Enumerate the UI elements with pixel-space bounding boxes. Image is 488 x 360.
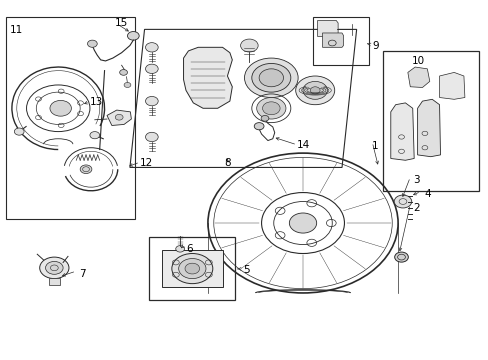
Circle shape	[240, 39, 258, 52]
Circle shape	[178, 258, 205, 279]
Text: 1: 1	[371, 140, 378, 150]
Text: 5: 5	[243, 265, 250, 275]
Text: 3: 3	[412, 175, 419, 185]
Polygon shape	[317, 21, 337, 37]
Circle shape	[45, 261, 63, 274]
Circle shape	[90, 132, 100, 139]
Text: 2: 2	[412, 203, 419, 213]
Circle shape	[303, 81, 327, 99]
Circle shape	[87, 40, 97, 47]
Bar	[49, 278, 60, 285]
Polygon shape	[390, 103, 413, 160]
Circle shape	[393, 195, 411, 208]
Text: 10: 10	[411, 56, 424, 66]
Circle shape	[50, 100, 71, 116]
Circle shape	[175, 246, 184, 252]
Bar	[149, 237, 234, 300]
Circle shape	[40, 257, 69, 279]
Circle shape	[145, 96, 158, 106]
Text: 14: 14	[296, 140, 309, 150]
Polygon shape	[107, 110, 131, 126]
Circle shape	[124, 82, 131, 87]
Circle shape	[80, 165, 92, 174]
Text: 12: 12	[139, 158, 152, 168]
Polygon shape	[322, 33, 343, 47]
Bar	[312, 17, 368, 65]
Text: 4: 4	[423, 189, 430, 199]
Circle shape	[171, 253, 212, 284]
Circle shape	[310, 87, 320, 94]
Circle shape	[145, 42, 158, 52]
Bar	[162, 250, 222, 287]
Circle shape	[261, 116, 268, 121]
Circle shape	[127, 32, 139, 40]
Text: 6: 6	[186, 244, 193, 254]
Text: 15: 15	[115, 18, 128, 28]
Circle shape	[115, 114, 123, 120]
Circle shape	[120, 69, 127, 75]
Text: 7: 7	[79, 269, 86, 279]
Circle shape	[295, 76, 334, 105]
Polygon shape	[407, 67, 429, 87]
Text: 8: 8	[224, 158, 230, 168]
Circle shape	[244, 58, 298, 98]
Text: 13: 13	[90, 97, 103, 107]
Circle shape	[14, 128, 24, 135]
Text: 9: 9	[372, 41, 379, 50]
Circle shape	[262, 102, 280, 115]
Circle shape	[184, 263, 199, 274]
Circle shape	[254, 123, 264, 130]
Circle shape	[251, 63, 290, 92]
Circle shape	[256, 98, 285, 119]
Text: 11: 11	[10, 25, 23, 35]
Polygon shape	[417, 99, 440, 157]
Circle shape	[145, 132, 158, 141]
Circle shape	[289, 213, 316, 233]
Polygon shape	[439, 72, 464, 99]
Circle shape	[394, 252, 407, 262]
Circle shape	[145, 64, 158, 73]
Circle shape	[259, 69, 283, 87]
Polygon shape	[183, 47, 232, 108]
Bar	[383, 51, 478, 191]
